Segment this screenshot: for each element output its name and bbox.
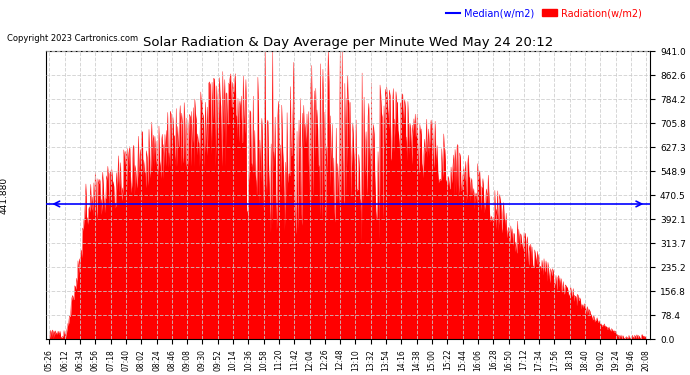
Legend: Median(w/m2), Radiation(w/m2): Median(w/m2), Radiation(w/m2) [442, 4, 645, 22]
Text: Copyright 2023 Cartronics.com: Copyright 2023 Cartronics.com [7, 34, 138, 43]
Text: 441.880: 441.880 [0, 177, 8, 214]
Title: Solar Radiation & Day Average per Minute Wed May 24 20:12: Solar Radiation & Day Average per Minute… [143, 36, 553, 49]
